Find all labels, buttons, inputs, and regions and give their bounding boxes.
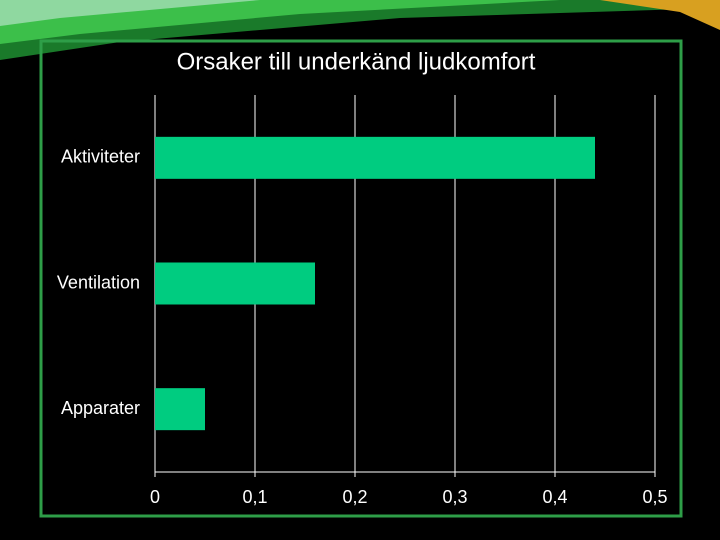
x-tick-label: 0,4: [542, 487, 567, 507]
bar: [155, 262, 315, 305]
bar: [155, 388, 205, 431]
y-tick-label: Ventilation: [57, 272, 140, 292]
x-tick-label: 0: [150, 487, 160, 507]
decor-swoosh: [0, 0, 560, 44]
x-tick-label: 0,1: [242, 487, 267, 507]
x-tick-label: 0,5: [642, 487, 667, 507]
y-tick-label: Aktiviteter: [61, 147, 140, 167]
decor-swoosh: [600, 0, 720, 30]
y-tick-label: Apparater: [61, 398, 140, 418]
bar: [155, 136, 595, 179]
chart-title: Orsaker till underkänd ljudkomfort: [177, 48, 536, 75]
x-tick-label: 0,3: [442, 487, 467, 507]
decor-swoosh: [0, 0, 260, 26]
frame: [39, 39, 683, 518]
x-tick-label: 0,2: [342, 487, 367, 507]
